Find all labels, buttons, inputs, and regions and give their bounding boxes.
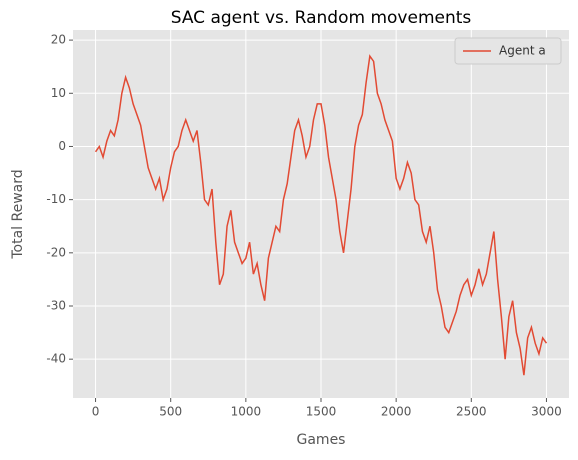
x-tick-label: 2000 bbox=[381, 405, 412, 419]
series-line bbox=[94, 54, 548, 376]
legend-box bbox=[454, 37, 562, 65]
x-tick-label: 1000 bbox=[231, 405, 262, 419]
x-tick-label: 1500 bbox=[306, 405, 337, 419]
y-tick-label: -20 bbox=[46, 245, 66, 259]
y-tick-label: 20 bbox=[51, 33, 66, 47]
x-axis-label: Games bbox=[297, 432, 346, 448]
chart-title: SAC agent vs. Random movements bbox=[171, 8, 472, 28]
y-axis-label: Total Reward bbox=[10, 169, 26, 259]
y-tick-label: -30 bbox=[46, 299, 66, 313]
y-tick-label: 10 bbox=[51, 86, 66, 100]
x-tick-label: 2500 bbox=[456, 405, 487, 419]
legend-label: Agent a bbox=[499, 44, 546, 58]
x-tick-label: 500 bbox=[159, 405, 182, 419]
y-tick-label: 0 bbox=[58, 139, 66, 153]
x-tick-label: 0 bbox=[92, 405, 100, 419]
x-tick-label: 3000 bbox=[531, 405, 562, 419]
y-tick-label: -40 bbox=[46, 352, 66, 366]
y-tick-label: -10 bbox=[46, 192, 66, 206]
